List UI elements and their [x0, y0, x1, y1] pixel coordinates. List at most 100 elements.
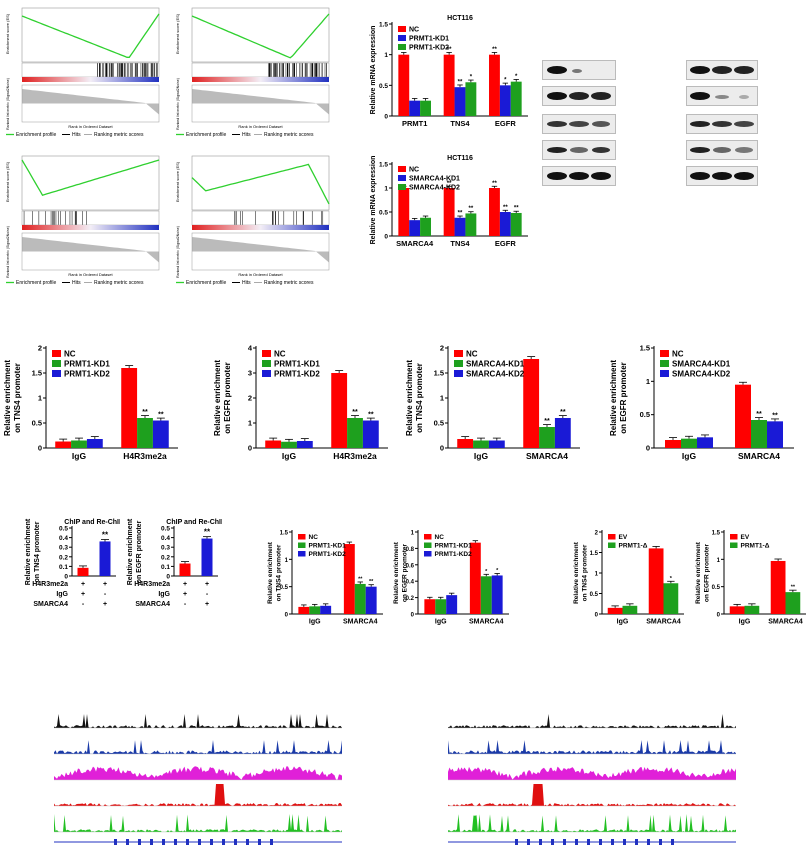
genome-tracks-left [54, 700, 342, 851]
y-tick-label: 0.5 [379, 83, 388, 90]
y-tick-label: 0 [440, 444, 444, 453]
exon [210, 839, 213, 845]
bar [409, 100, 421, 116]
legend-swatch [660, 370, 669, 377]
y-tick-label: 0 [384, 234, 388, 241]
legend-swatch [454, 350, 463, 357]
y-tick-label: 0.5 [712, 585, 721, 591]
bar [265, 440, 282, 448]
x-axis-label: Rank in Ordered Dataset [68, 124, 113, 129]
legend-swatch [424, 542, 432, 548]
bar [648, 548, 664, 614]
chart-mrna-smarca4: HCT116 0 0.5 1 1.5 Relative mRNA expression SM… [366, 142, 531, 257]
bar [86, 439, 103, 448]
es-axis-label: Enrichment score (ES) [175, 161, 180, 202]
legend-label: PRMT1-Δ [619, 543, 648, 550]
y-tick-label: 0.3 [59, 545, 68, 552]
x-tick-label: SMARCA4 [469, 619, 504, 626]
x-tick-label: SMARCA4 [343, 619, 378, 626]
rank-colorbar [22, 225, 159, 230]
metric-frame [191, 84, 330, 123]
legend-label: NC [409, 167, 419, 174]
legend-label: EV [741, 534, 750, 541]
significance-label: * [670, 576, 673, 582]
y-axis-label: Relative enrichment [213, 360, 222, 436]
table-cell: + [205, 581, 209, 588]
ranking-metric-area [192, 237, 329, 263]
enrichment-profile-line [191, 13, 330, 59]
bar [488, 440, 505, 448]
enrichment-profile-line [21, 13, 160, 58]
bar [454, 87, 466, 116]
exon [515, 839, 518, 845]
table-cell: - [82, 601, 85, 608]
bar [785, 592, 801, 614]
legend-label: NC [409, 27, 419, 34]
y-tick-label: 2 [38, 344, 42, 353]
y-axis-label: on TNS4 promoter [582, 544, 589, 601]
y-tick-label: 1 [717, 558, 721, 564]
signal-track [448, 814, 736, 832]
legend-label: PRMT1-KD2 [409, 45, 449, 52]
y-tick-label: 2 [248, 394, 252, 403]
chart-chip-tns4-prmt1-smarca4: 0 0.5 1 1.5 Relative enrichment on TNS4 promo… [262, 528, 387, 633]
exon [198, 839, 201, 845]
y-axis-label: Relative enrichment [393, 541, 400, 604]
y-tick-label: 1.5 [434, 369, 444, 378]
significance-label: ** [514, 206, 519, 212]
y-tick-label: 0.4 [59, 535, 68, 542]
y-tick-label: 1.5 [712, 531, 721, 537]
significance-label: ** [458, 79, 463, 85]
y-tick-label: 0.5 [32, 419, 42, 428]
bar [409, 220, 421, 236]
exon [623, 839, 626, 845]
legend-label: PRMT1-Δ [741, 543, 770, 550]
bar [681, 438, 697, 448]
legend-swatch [398, 184, 406, 190]
legend-label: Ranking metric scores [264, 132, 314, 138]
bar [491, 575, 503, 614]
x-tick-label: IgG [72, 451, 87, 461]
bar [539, 427, 555, 448]
bar [473, 440, 489, 448]
x-tick-label: SMARCA4 [396, 239, 434, 248]
chart-title: ChIP and Re-ChIP [166, 519, 222, 526]
legend-swatch [398, 35, 406, 41]
x-tick-label: IgG [682, 451, 697, 461]
legend-label: Enrichment profile [186, 280, 227, 286]
y-axis-label: on EGFR promoter [402, 543, 409, 602]
significance-label: ** [458, 211, 463, 217]
bar [71, 440, 87, 448]
legend-swatch [424, 551, 432, 557]
y-tick-label: 0 [38, 444, 42, 453]
hits-frame [21, 62, 160, 78]
y-tick-label: 0.3 [161, 545, 170, 552]
legend-label: Enrichment profile [16, 132, 57, 138]
gsea-panel-4: Enrichment score (ES) Ranked list metric … [174, 152, 334, 288]
exon [659, 839, 662, 845]
y-tick-label: 0 [384, 114, 388, 121]
bar [298, 606, 310, 614]
table-cell: + [103, 601, 107, 608]
legend-label: NC [466, 350, 478, 359]
exon [114, 839, 117, 845]
signal-track [54, 784, 342, 806]
y-axis-label: Relative enrichment [127, 518, 134, 585]
y-tick-label: 4 [248, 344, 253, 353]
legend-label: Ranking metric scores [94, 132, 144, 138]
x-tick-label: SMARCA4 [526, 451, 568, 461]
es-frame [21, 7, 160, 63]
y-tick-label: 1.5 [280, 531, 289, 537]
es-frame [191, 155, 330, 211]
significance-label: * [496, 568, 499, 574]
bar [457, 439, 474, 448]
significance-label: * [515, 74, 518, 80]
y-axis-label: Relative enrichment [609, 360, 618, 436]
gsea-panel-2: Enrichment score (ES) Ranked list metric … [174, 4, 334, 140]
significance-label: ** [544, 418, 550, 425]
legend-swatch [52, 370, 61, 377]
x-tick-label: SMARCA4 [738, 451, 780, 461]
exon [539, 839, 542, 845]
bar [179, 563, 191, 576]
legend-swatch [298, 534, 306, 540]
